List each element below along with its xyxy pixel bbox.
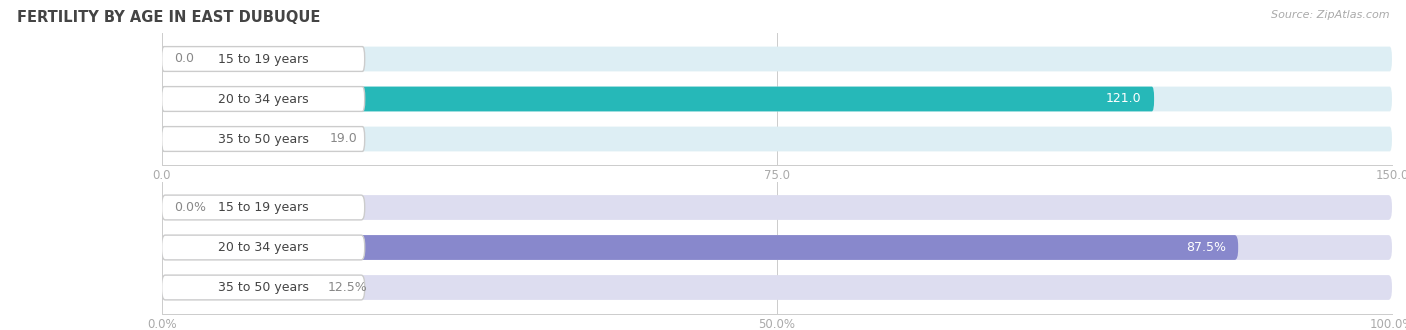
Text: 12.5%: 12.5% <box>328 281 367 294</box>
FancyBboxPatch shape <box>162 235 1392 260</box>
FancyBboxPatch shape <box>162 195 1392 220</box>
FancyBboxPatch shape <box>162 235 364 260</box>
FancyBboxPatch shape <box>162 127 364 151</box>
FancyBboxPatch shape <box>162 275 364 300</box>
Text: 0.0: 0.0 <box>174 52 194 65</box>
Text: 15 to 19 years: 15 to 19 years <box>218 52 308 65</box>
FancyBboxPatch shape <box>162 127 1392 151</box>
Text: 19.0: 19.0 <box>330 133 357 146</box>
Text: 121.0: 121.0 <box>1107 92 1142 106</box>
FancyBboxPatch shape <box>162 275 1392 300</box>
FancyBboxPatch shape <box>162 86 1392 112</box>
FancyBboxPatch shape <box>162 127 318 151</box>
Text: 87.5%: 87.5% <box>1185 241 1226 254</box>
Text: 0.0%: 0.0% <box>174 201 207 214</box>
Text: Source: ZipAtlas.com: Source: ZipAtlas.com <box>1271 10 1389 20</box>
Text: 20 to 34 years: 20 to 34 years <box>218 241 308 254</box>
FancyBboxPatch shape <box>162 235 1239 260</box>
Text: 35 to 50 years: 35 to 50 years <box>218 281 309 294</box>
FancyBboxPatch shape <box>162 86 364 112</box>
FancyBboxPatch shape <box>162 275 315 300</box>
FancyBboxPatch shape <box>162 47 1392 71</box>
Text: 15 to 19 years: 15 to 19 years <box>218 201 308 214</box>
Text: 35 to 50 years: 35 to 50 years <box>218 133 309 146</box>
Text: FERTILITY BY AGE IN EAST DUBUQUE: FERTILITY BY AGE IN EAST DUBUQUE <box>17 10 321 25</box>
Text: 20 to 34 years: 20 to 34 years <box>218 92 308 106</box>
FancyBboxPatch shape <box>162 86 1154 112</box>
FancyBboxPatch shape <box>162 47 364 71</box>
FancyBboxPatch shape <box>162 195 364 220</box>
